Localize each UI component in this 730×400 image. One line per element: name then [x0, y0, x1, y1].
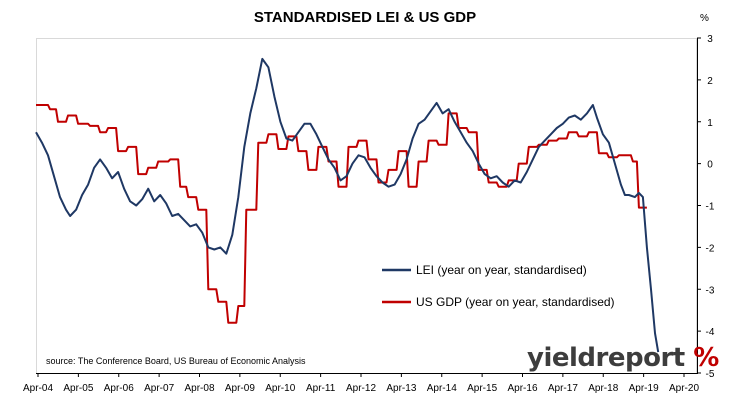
- x-tick-label: Apr-20: [669, 383, 699, 394]
- series-line-lei: [35, 57, 660, 353]
- x-tick-group: Apr-04 Apr-05 Apr-06 Apr-07 Apr-08 Apr-09 Apr-…: [23, 373, 699, 394]
- x-tick-label: Apr-12: [346, 383, 376, 394]
- x-tick-label: Apr-15: [467, 383, 497, 394]
- x-tick-label: Apr-18: [588, 383, 618, 394]
- y-tick-group: 3 2 1 0 -1 -2 -3 -4 -5: [697, 34, 715, 380]
- x-tick-label: Apr-09: [225, 383, 255, 394]
- y-tick-label: -5: [706, 369, 715, 380]
- x-tick-label: Apr-16: [507, 383, 537, 394]
- y-tick-label: 0: [707, 160, 713, 171]
- x-tick-label: Apr-13: [386, 383, 416, 394]
- y-tick-label: -4: [706, 327, 715, 338]
- x-tick-label: Apr-05: [63, 383, 93, 394]
- x-tick-label: Apr-06: [104, 383, 134, 394]
- x-tick-label: Apr-17: [548, 383, 578, 394]
- series-group: [35, 57, 660, 353]
- series-line-us-gdp: [36, 104, 647, 324]
- y-tick-label: -1: [706, 202, 715, 213]
- x-tick-label: Apr-07: [144, 383, 174, 394]
- x-tick-label: Apr-11: [306, 383, 336, 394]
- x-tick-label: Apr-19: [629, 383, 659, 394]
- y-tick-label: -2: [706, 243, 715, 254]
- y-tick-label: 2: [707, 76, 713, 87]
- y-tick-label: -3: [706, 285, 715, 296]
- y-tick-label: 3: [707, 34, 713, 45]
- x-tick-label: Apr-10: [265, 383, 295, 394]
- legend-label-gdp: US GDP (year on year, standardised): [416, 295, 615, 309]
- chart-title: STANDARDISED LEI & US GDP: [253, 9, 477, 26]
- y-tick-label: 1: [707, 118, 713, 129]
- source-note: source: The Conference Board, US Bureau …: [46, 356, 306, 366]
- x-tick-label: Apr-14: [427, 383, 457, 394]
- legend-label-lei: LEI (year on year, standardised): [416, 263, 587, 277]
- y-axis-unit-label: %: [700, 13, 709, 24]
- x-tick-label: Apr-08: [184, 383, 214, 394]
- legend: LEI (year on year, standardised) US GDP …: [382, 263, 615, 309]
- x-tick-label: Apr-04: [23, 383, 53, 394]
- yieldreport-logo: yieldreport %: [527, 343, 719, 373]
